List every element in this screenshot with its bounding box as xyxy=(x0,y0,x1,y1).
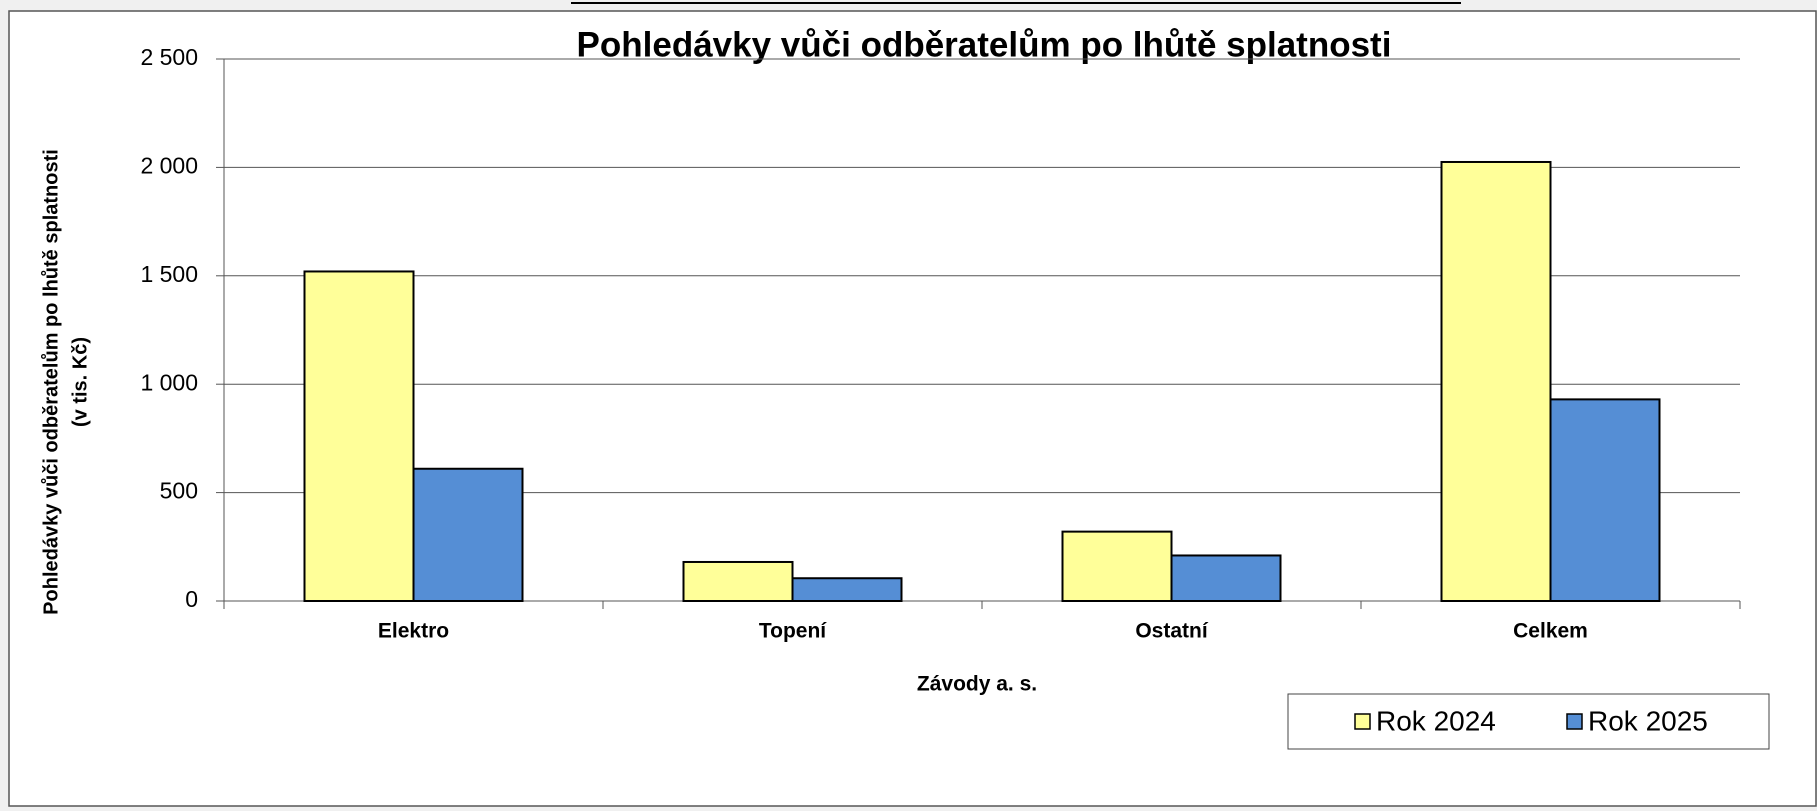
y-tick-label: 2 000 xyxy=(140,152,198,178)
x-tick-label: Elektro xyxy=(378,620,449,643)
y-tick-label: 0 xyxy=(185,586,198,612)
x-tick-label: Ostatní xyxy=(1135,620,1209,643)
bar xyxy=(1170,554,1282,602)
bar xyxy=(412,467,524,603)
y-tick-label: 2 500 xyxy=(140,44,198,70)
x-axis-label: Závody a. s. xyxy=(917,673,1037,696)
bar xyxy=(1061,530,1173,603)
y-axis-label: Pohledávky vůči odběratelům po lhůtě spl… xyxy=(40,149,62,615)
bar xyxy=(682,560,794,603)
x-tick-label: Celkem xyxy=(1513,620,1588,643)
y-tick-label: 500 xyxy=(160,478,198,504)
y-tick-label: 1 500 xyxy=(140,261,198,287)
legend-label: Rok 2024 xyxy=(1376,705,1496,736)
bar xyxy=(303,270,415,602)
legend-swatch xyxy=(1354,713,1371,730)
y-tick-label: 1 000 xyxy=(140,369,198,395)
y-axis-label: (v tis. Kč) xyxy=(69,337,91,427)
bar xyxy=(1440,160,1552,602)
bar xyxy=(791,577,903,603)
legend-label: Rok 2025 xyxy=(1588,705,1708,736)
bar xyxy=(1549,398,1661,602)
x-tick-label: Topení xyxy=(759,620,827,643)
chart-title: Pohledávky vůči odběratelům po lhůtě spl… xyxy=(577,25,1392,64)
legend-swatch xyxy=(1566,713,1583,730)
